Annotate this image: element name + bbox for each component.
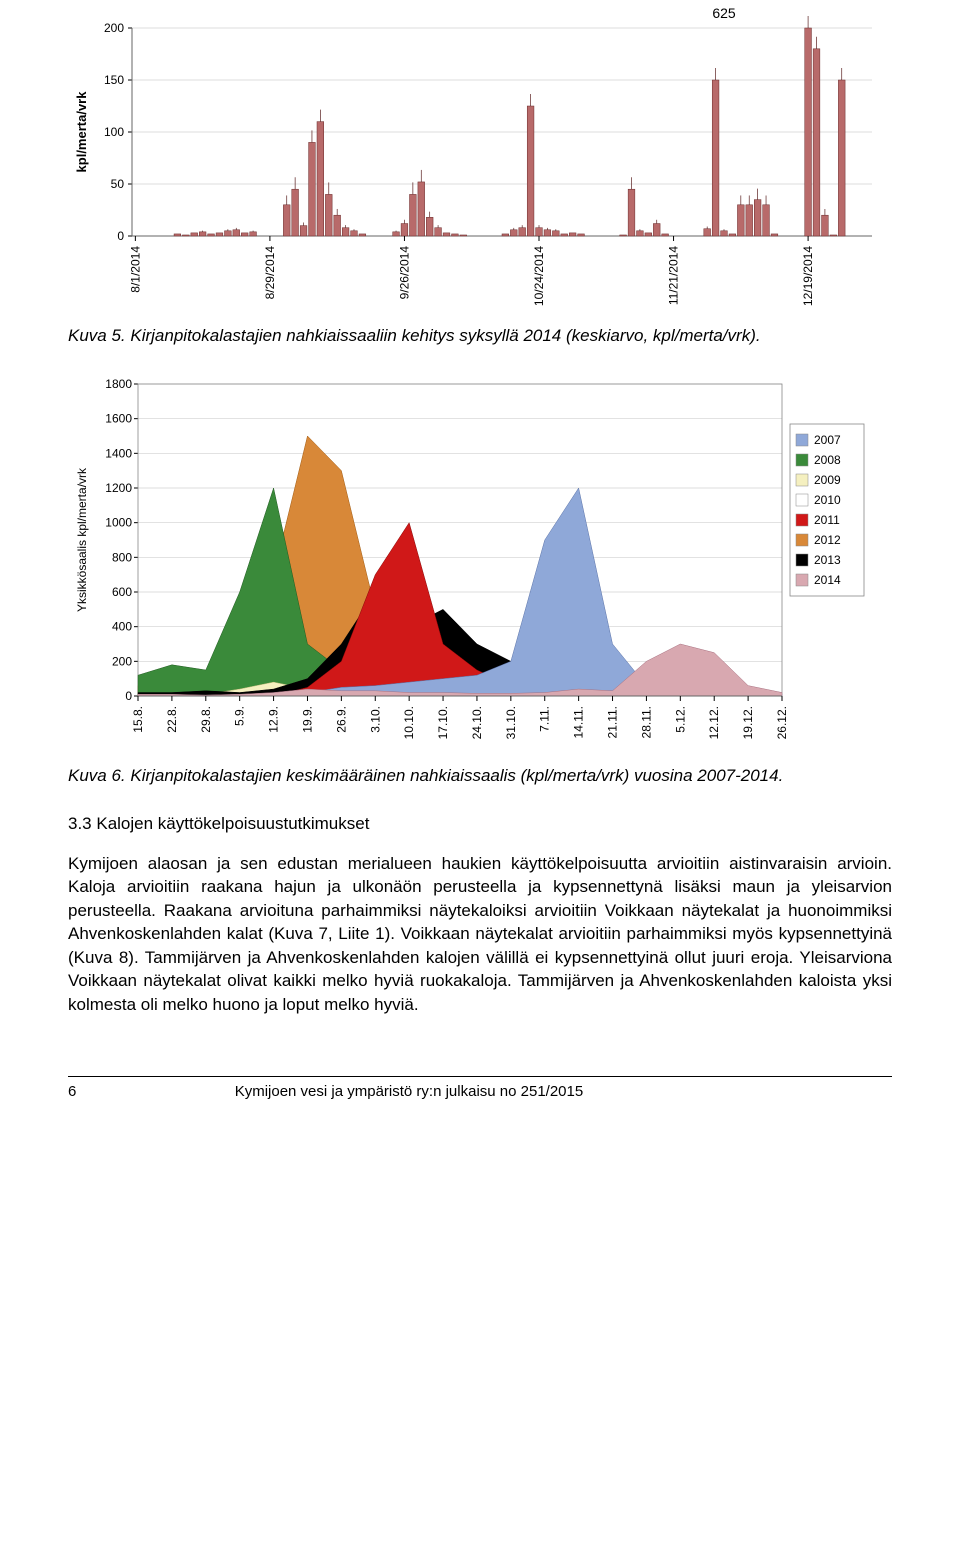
page-number: 6: [68, 1083, 76, 1100]
svg-text:2014: 2014: [814, 573, 841, 587]
section-heading: 3.3 Kalojen käyttökelpoisuustutkimukset: [68, 814, 892, 834]
caption-2: Kuva 6. Kirjanpitokalastajien keskimäärä…: [68, 766, 892, 786]
svg-text:800: 800: [112, 550, 132, 564]
svg-text:5.9.: 5.9.: [233, 706, 247, 726]
svg-text:10/24/2014: 10/24/2014: [532, 246, 546, 306]
svg-text:100: 100: [104, 125, 124, 139]
svg-text:11/21/2014: 11/21/2014: [667, 246, 681, 305]
svg-text:Yksikkösaalis kpl/merta/vrk: Yksikkösaalis kpl/merta/vrk: [75, 467, 89, 612]
svg-text:12/19/2014: 12/19/2014: [801, 246, 815, 306]
svg-text:26.12.: 26.12.: [775, 706, 789, 739]
caption-1: Kuva 5. Kirjanpitokalastajien nahkiaissa…: [68, 326, 892, 346]
svg-text:1200: 1200: [105, 481, 132, 495]
svg-text:1800: 1800: [105, 377, 132, 391]
svg-text:7.11.: 7.11.: [538, 706, 552, 732]
svg-text:24.10.: 24.10.: [470, 706, 484, 739]
svg-text:1000: 1000: [105, 516, 132, 530]
svg-text:31.10.: 31.10.: [504, 706, 518, 739]
svg-text:2009: 2009: [814, 473, 841, 487]
chart-2-svg: Yksikkösaalis kpl/merta/vrk 0 200 400 600 800…: [68, 374, 892, 754]
svg-text:400: 400: [112, 620, 132, 634]
svg-text:50: 50: [111, 177, 125, 191]
svg-text:kpl/merta/vrk: kpl/merta/vrk: [74, 91, 89, 173]
svg-text:2007: 2007: [814, 433, 841, 447]
svg-text:10.10.: 10.10.: [402, 706, 416, 739]
svg-text:17.10.: 17.10.: [436, 706, 450, 739]
svg-text:12.12.: 12.12.: [707, 706, 721, 739]
svg-text:28.11.: 28.11.: [639, 706, 653, 738]
svg-text:0: 0: [125, 689, 132, 703]
svg-text:8/29/2014: 8/29/2014: [263, 246, 277, 300]
svg-text:2008: 2008: [814, 453, 841, 467]
svg-text:1400: 1400: [105, 446, 132, 460]
svg-text:600: 600: [112, 585, 132, 599]
svg-text:8/1/2014: 8/1/2014: [128, 246, 142, 293]
svg-text:22.8.: 22.8.: [165, 706, 179, 733]
svg-text:14.11.: 14.11.: [572, 706, 586, 738]
footer: 6 Kymijoen vesi ja ympäristö ry:n julkai…: [68, 1077, 892, 1100]
svg-text:0: 0: [117, 229, 124, 243]
svg-text:200: 200: [104, 21, 124, 35]
svg-text:9/26/2014: 9/26/2014: [397, 246, 411, 300]
svg-text:12.9.: 12.9.: [267, 706, 281, 733]
svg-text:2010: 2010: [814, 493, 841, 507]
svg-text:2013: 2013: [814, 553, 841, 567]
svg-text:15.8.: 15.8.: [131, 706, 145, 733]
svg-text:29.8.: 29.8.: [199, 706, 213, 733]
svg-text:200: 200: [112, 654, 132, 668]
svg-text:26.9.: 26.9.: [334, 706, 348, 733]
chart-1-svg: kpl/merta/vrk 0 50 100 150 200 625 8/1/2014 8/29…: [68, 4, 892, 314]
svg-text:19.9.: 19.9.: [300, 706, 314, 733]
svg-text:2012: 2012: [814, 533, 841, 547]
chart-2: Yksikkösaalis kpl/merta/vrk 0 200 400 600 800…: [68, 374, 892, 754]
svg-text:3.10.: 3.10.: [368, 706, 382, 733]
body-paragraph: Kymijoen alaosan ja sen edustan merialue…: [68, 852, 892, 1016]
svg-text:19.12.: 19.12.: [741, 706, 755, 739]
svg-text:625: 625: [712, 5, 736, 21]
svg-text:5.12.: 5.12.: [673, 706, 687, 733]
svg-text:21.11.: 21.11.: [606, 706, 620, 738]
svg-text:150: 150: [104, 73, 124, 87]
chart-1: kpl/merta/vrk 0 50 100 150 200 625 8/1/2014 8/29…: [68, 4, 892, 314]
footer-text: Kymijoen vesi ja ympäristö ry:n julkaisu…: [235, 1083, 584, 1100]
svg-text:1600: 1600: [105, 412, 132, 426]
svg-text:2011: 2011: [814, 513, 840, 527]
